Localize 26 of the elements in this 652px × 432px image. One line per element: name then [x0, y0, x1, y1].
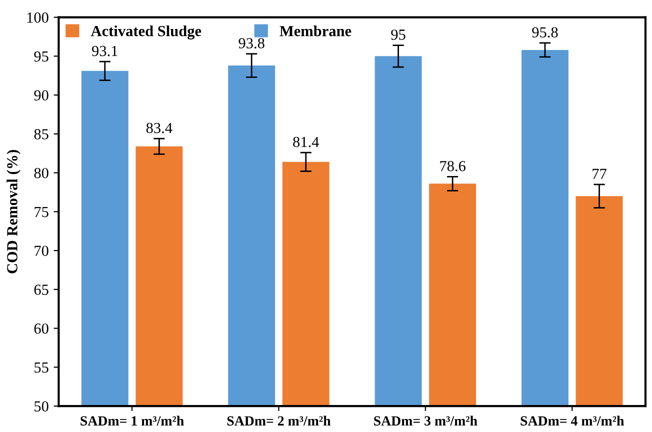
x-tick-label: SADm= 3 m³/m²h	[374, 416, 478, 426]
legend-label: Activated Sludge	[90, 25, 202, 40]
x-tick-label: SADm= 4 m³/m²h	[520, 416, 624, 426]
y-tick-label: 100	[27, 12, 48, 23]
y-tick-label: 80	[34, 168, 48, 178]
y-tick-label: 50	[34, 401, 48, 412]
y-tick-label: 70	[34, 246, 48, 256]
data-label: 95.8	[532, 27, 558, 38]
x-tick-label: SADm= 1 m³/m²h	[80, 416, 184, 426]
data-label: 93.8	[238, 38, 264, 48]
data-label: 81.4	[293, 136, 319, 148]
y-tick-label: 60	[34, 323, 48, 334]
y-tick-label: 85	[34, 129, 48, 140]
data-label: 93.1	[92, 46, 118, 56]
y-tick-label: 65	[34, 284, 48, 295]
y-tick-label: 90	[34, 90, 48, 100]
y-tick-label: 55	[34, 362, 48, 373]
y-tick-label: 75	[34, 206, 48, 218]
data-label: 83.4	[146, 122, 172, 134]
y-tick-label: 95	[34, 51, 48, 62]
data-label: 95	[391, 30, 406, 40]
x-tick-label: SADm= 2 m³/m²h	[227, 416, 331, 426]
legend-label: Membrane	[280, 25, 352, 36]
y-axis-title: COD Removal (%)	[6, 150, 20, 274]
data-label: 78.6	[440, 160, 466, 172]
data-label: 77	[592, 168, 606, 179]
